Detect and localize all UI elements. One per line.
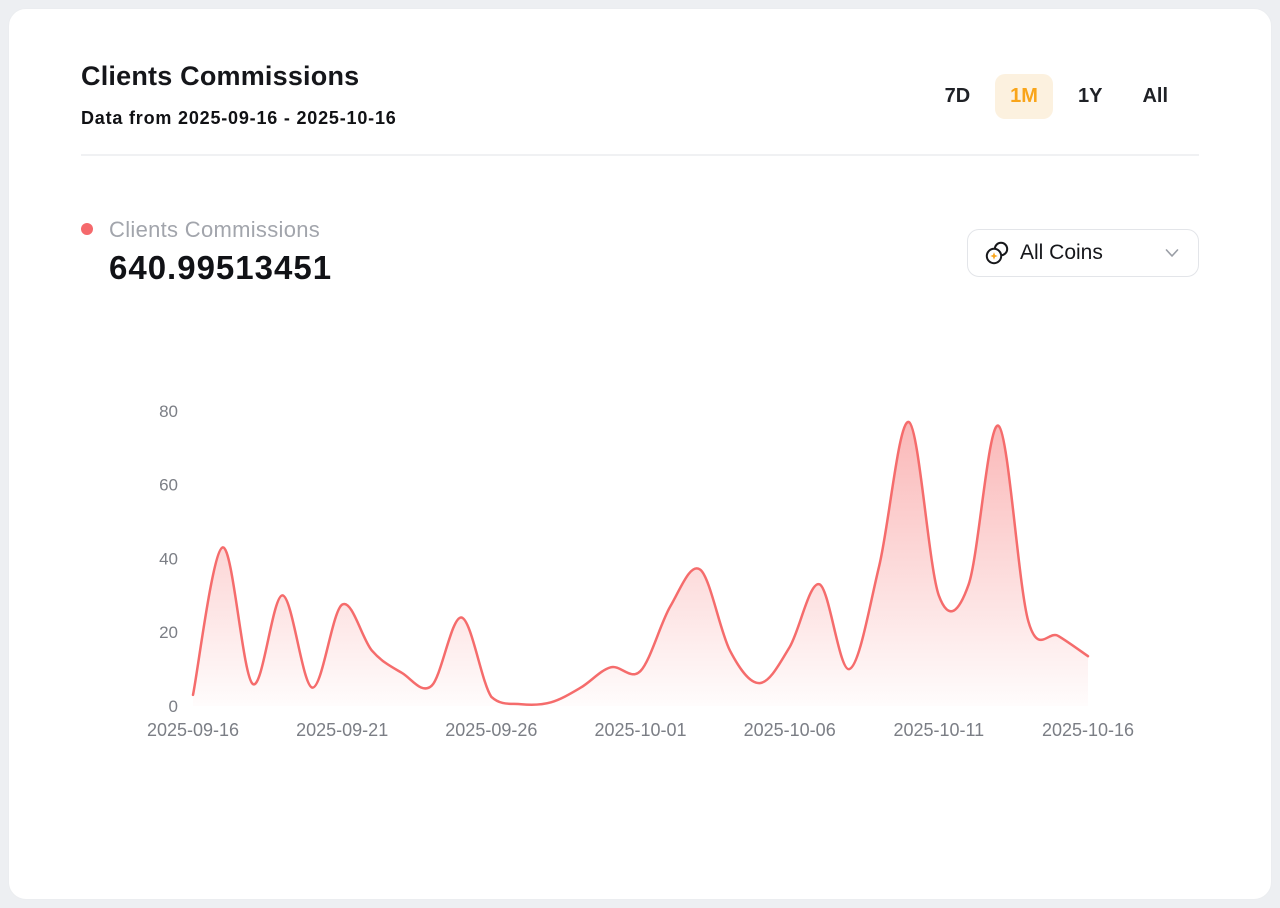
range-tab-7d[interactable]: 7D xyxy=(930,74,986,119)
legend-series-label: Clients Commissions xyxy=(109,217,321,242)
y-axis-label: 0 xyxy=(169,697,178,716)
x-axis-label: 2025-10-06 xyxy=(744,720,836,740)
y-axis-label: 80 xyxy=(159,402,178,421)
date-range-subtitle: Data from 2025-09-16 - 2025-10-16 xyxy=(81,108,397,128)
x-axis-label: 2025-10-01 xyxy=(594,720,686,740)
coins-icon xyxy=(984,240,1010,266)
commissions-area-chart[interactable]: 0 20 40 60 80 2025-09-16 2025-09-21 2025-09-26 2… xyxy=(141,391,1151,763)
x-axis-label: 2025-09-26 xyxy=(445,720,537,740)
coin-filter-label: All Coins xyxy=(1020,241,1103,264)
clients-commissions-card: Clients Commissions Data from 2025-09-16… xyxy=(8,8,1272,900)
y-axis-label: 60 xyxy=(159,476,178,495)
page-title: Clients Commissions xyxy=(81,61,360,91)
legend-dot xyxy=(81,223,93,235)
chevron-down-icon xyxy=(1162,243,1182,263)
header-divider xyxy=(81,154,1199,156)
range-tab-1m[interactable]: 1M xyxy=(995,74,1053,119)
area-fill xyxy=(193,421,1088,706)
x-axis-label: 2025-10-11 xyxy=(893,720,984,740)
coin-filter-dropdown[interactable]: All Coins xyxy=(967,229,1199,277)
time-range-selector: 7D 1M 1Y All xyxy=(930,74,1183,119)
commissions-total-value: 640.99513451 xyxy=(109,249,333,286)
x-axis-label: 2025-09-21 xyxy=(296,720,388,740)
range-tab-1y[interactable]: 1Y xyxy=(1063,74,1117,119)
trend-line xyxy=(191,420,1090,706)
x-axis-label: 2025-10-16 xyxy=(1042,720,1134,740)
range-tab-all[interactable]: All xyxy=(1127,74,1183,119)
y-axis-label: 20 xyxy=(159,623,178,642)
x-axis-label: 2025-09-16 xyxy=(147,720,239,740)
y-axis-label: 40 xyxy=(159,549,178,568)
